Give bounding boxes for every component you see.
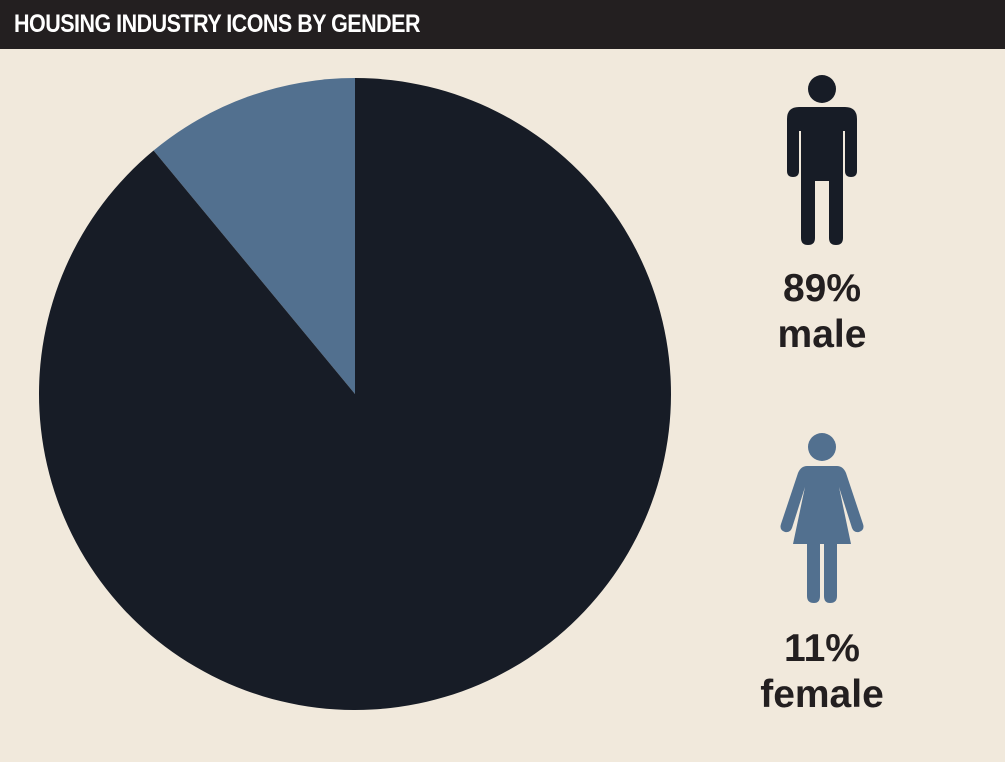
male-icon	[787, 75, 857, 245]
title-bar: HOUSING INDUSTRY ICONS BY GENDER	[0, 0, 1005, 49]
female-icon-head	[808, 433, 836, 461]
female-icon-body	[780, 466, 864, 603]
pie-slice-female	[153, 78, 355, 394]
pie-slices	[38, 78, 671, 710]
female-percent: 11%	[784, 627, 860, 670]
female-icon	[780, 433, 864, 603]
pie-slice-male	[38, 78, 671, 710]
female-label: 11% female	[722, 626, 922, 718]
male-icon-head	[808, 75, 836, 103]
male-percent: 89%	[782, 267, 862, 310]
male-icon-body	[787, 107, 857, 245]
chart-title: HOUSING INDUSTRY ICONS BY GENDER	[14, 10, 421, 38]
female-text: female	[760, 673, 884, 716]
male-label: 89% male	[722, 266, 922, 358]
male-text: male	[777, 313, 867, 356]
